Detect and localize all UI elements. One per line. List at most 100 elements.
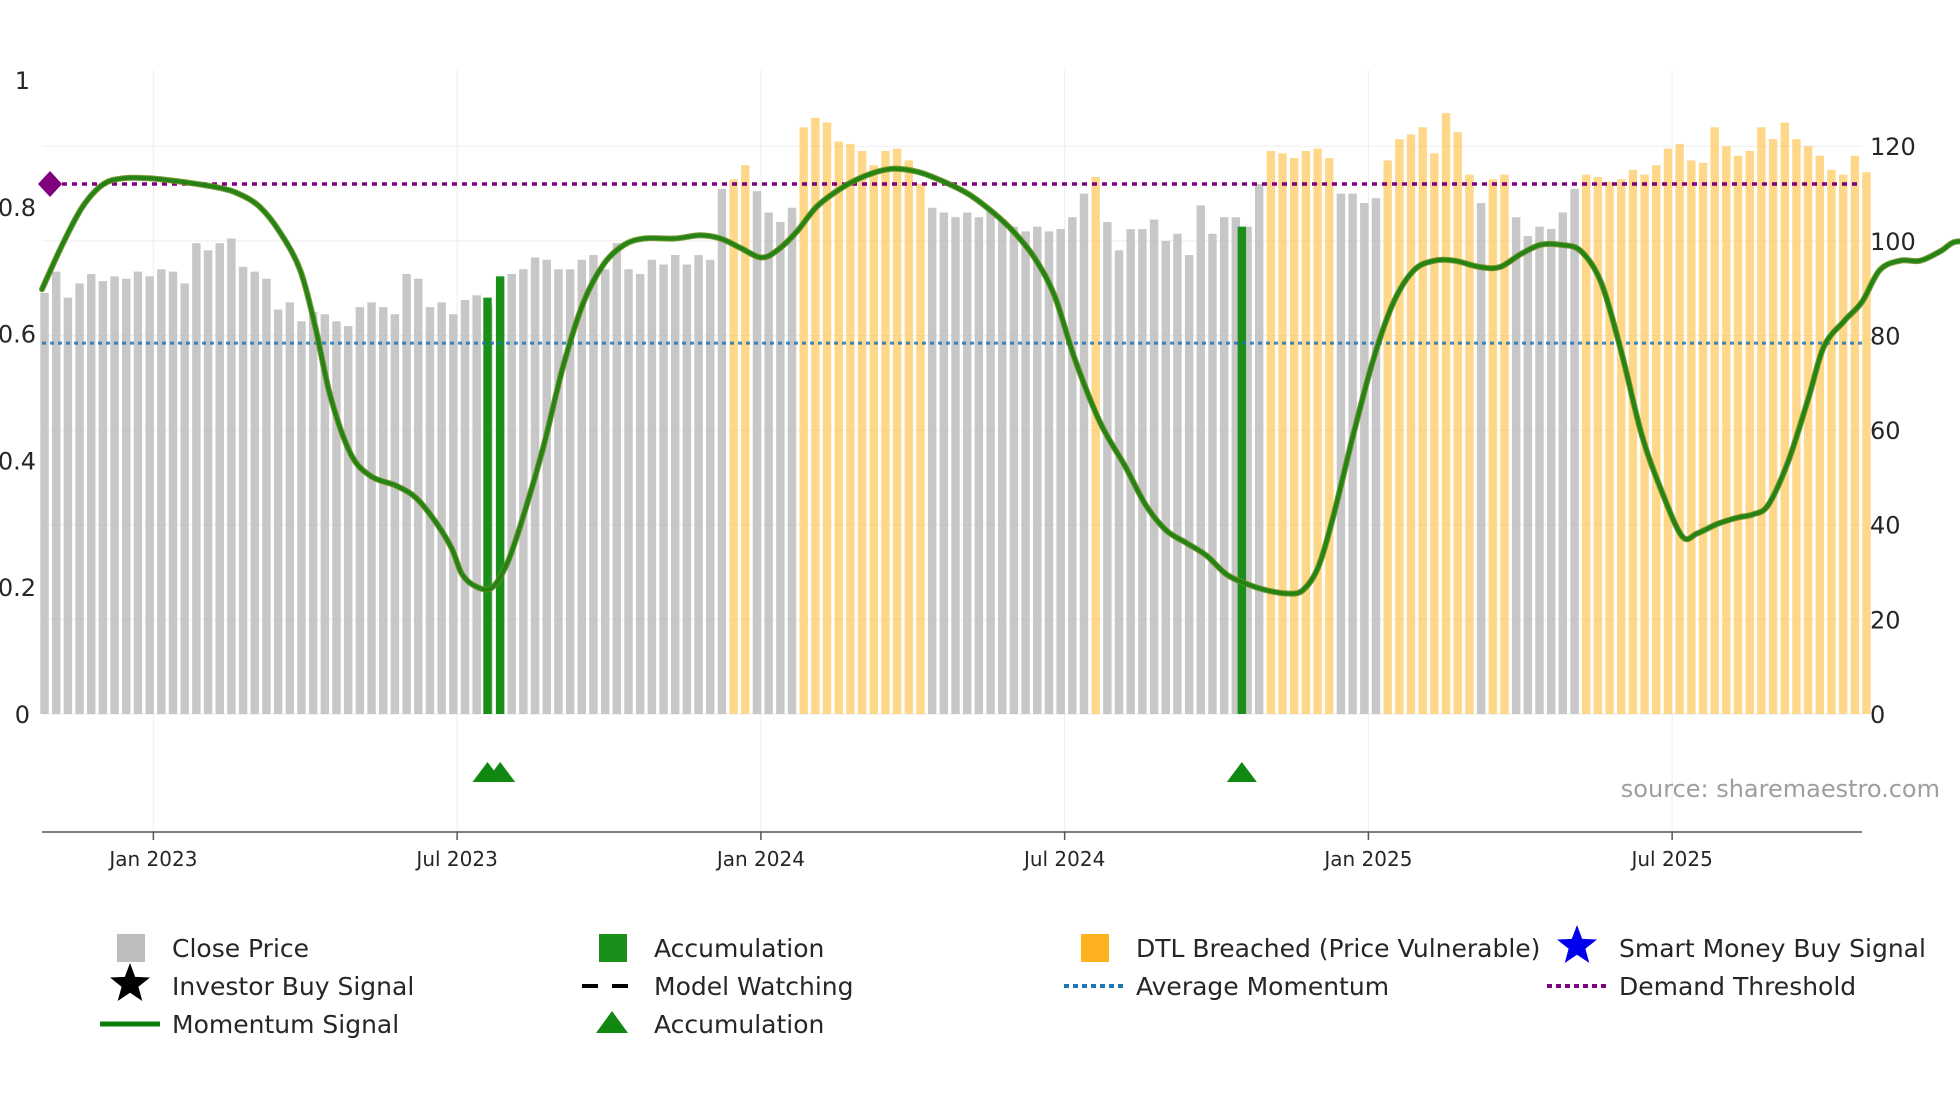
close-price-bar — [168, 271, 178, 714]
close-price-bar — [1523, 236, 1533, 714]
close-price-bar — [1862, 172, 1871, 714]
legend-item-black-dash: Model Watching — [582, 972, 854, 1001]
close-price-bar — [612, 243, 622, 715]
close-price-bar — [40, 292, 49, 714]
close-price-bar — [1558, 212, 1568, 715]
legend-label: DTL Breached (Price Vulnerable) — [1136, 934, 1540, 963]
close-price-bar — [682, 264, 692, 714]
close-price-bar — [1149, 219, 1159, 714]
close-price-bar — [834, 141, 843, 714]
close-price-bar — [811, 117, 820, 715]
close-price-bar — [1838, 174, 1848, 714]
close-price-bar — [892, 148, 902, 715]
close-price-bar — [881, 150, 890, 715]
legend-symbol-green-square — [599, 934, 627, 962]
close-price-bar — [1441, 113, 1451, 715]
left-tick-label-0: 0 — [15, 701, 30, 729]
close-price-bar — [1465, 174, 1474, 714]
close-price-bar — [1313, 148, 1322, 715]
close-price-bar — [460, 300, 470, 714]
legend-symbol-blue-star — [1557, 925, 1597, 963]
close-price-bar — [1383, 160, 1392, 714]
close-price-bar — [1722, 146, 1731, 715]
right-tick-label-0: 0 — [1870, 701, 1885, 729]
close-price-bar — [565, 269, 575, 714]
close-price-bar — [379, 307, 388, 714]
close-price-bar — [787, 207, 797, 714]
accumulation-bar — [483, 297, 492, 714]
close-price-bar — [1208, 233, 1217, 714]
momentum-signal-line — [39, 165, 1960, 597]
close-price-bar — [227, 238, 236, 714]
close-price-bar — [180, 283, 189, 714]
close-price-bar — [1500, 174, 1509, 714]
close-price-bar — [927, 207, 937, 714]
close-price-bar — [1663, 148, 1673, 715]
close-price-bar — [75, 283, 84, 714]
right-axis: 0 20 40 60 80 100 120 — [1870, 133, 1916, 729]
close-price-bar — [343, 326, 353, 714]
close-price-bar — [635, 273, 645, 714]
close-price-bar — [741, 165, 750, 714]
close-price-bar — [1698, 162, 1708, 715]
close-price-bar — [157, 269, 166, 714]
legend-item-green-square: Accumulation — [599, 934, 824, 963]
close-price-bar — [1068, 217, 1077, 714]
close-price-bar — [1511, 217, 1521, 714]
close-price-bar — [1009, 226, 1019, 715]
signal-panel — [42, 762, 1862, 833]
legend-label: Accumulation — [654, 1010, 824, 1039]
right-tick-label-2: 40 — [1870, 512, 1901, 540]
legend-label: Investor Buy Signal — [172, 972, 414, 1001]
close-price-bar — [1570, 188, 1579, 714]
close-price-bar — [694, 255, 703, 714]
close-price-bar — [1430, 153, 1439, 715]
source-note: source: sharemaestro.com — [1621, 775, 1940, 803]
legend-item-blue-star: Smart Money Buy Signal — [1557, 925, 1926, 963]
left-tick-label-3: 0.6 — [0, 321, 36, 349]
close-price-bar — [1628, 169, 1638, 714]
close-price-bar — [1114, 250, 1124, 714]
close-price-bar — [1546, 229, 1556, 715]
momentum-signal-path — [40, 166, 1960, 596]
close-price-bar — [308, 311, 318, 714]
close-price-bar — [671, 255, 680, 714]
close-price-bar — [1021, 231, 1030, 714]
close-price-bar — [1488, 179, 1497, 715]
close-price-bar — [916, 184, 925, 715]
close-price-bar — [1476, 203, 1486, 714]
close-price-bar — [52, 271, 61, 714]
legend-item-blue-dots: Average Momentum — [1064, 972, 1389, 1001]
close-price-bar — [717, 188, 727, 714]
close-price-bar — [846, 143, 855, 714]
close-price-bar — [1290, 158, 1299, 714]
close-price-bar — [869, 165, 878, 714]
close-price-bar — [1254, 184, 1264, 715]
x-axis: Jan 2023 Jul 2023 Jan 2024 Jul 2024 Jan 2025… — [107, 832, 1713, 871]
close-price-bar — [904, 160, 914, 714]
close-price-bar — [1371, 198, 1381, 714]
legend-item-grey-square: Close Price — [117, 934, 309, 963]
legend: Close Price Accumulation DTL Breached (Pri… — [100, 925, 1926, 1039]
close-price-bar — [1360, 203, 1369, 714]
legend-item-green-line: Momentum Signal — [100, 1010, 399, 1039]
close-price-bar — [1033, 226, 1042, 715]
close-price-bar — [1605, 181, 1614, 715]
legend-symbol-orange-square — [1081, 934, 1109, 962]
close-price-bar — [589, 255, 598, 714]
close-price-bar — [519, 269, 528, 714]
close-price-bar — [939, 212, 949, 715]
legend-symbol-grey-square — [117, 934, 145, 962]
close-price-bar — [1757, 127, 1766, 714]
close-price-bar — [63, 297, 73, 714]
close-price-bar — [472, 295, 481, 714]
close-price-bar — [951, 217, 960, 714]
right-tick-label-4: 80 — [1870, 322, 1901, 350]
close-price-bar — [1768, 139, 1778, 714]
close-price-bar — [110, 276, 119, 714]
x-tick-label-0: Jan 2023 — [107, 847, 197, 871]
close-price-bar — [554, 269, 563, 714]
legend-label: Close Price — [172, 934, 309, 963]
close-price-bars — [40, 113, 1871, 715]
